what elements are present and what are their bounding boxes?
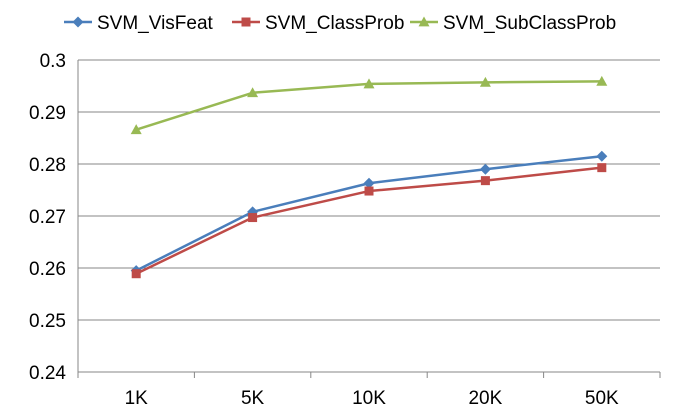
data-point	[479, 163, 491, 175]
x-tick-label: 20K	[468, 388, 502, 409]
x-tick-label: 10K	[352, 388, 386, 409]
data-point	[479, 76, 491, 87]
legend-label: SVM_ClassProb	[265, 13, 404, 34]
x-tick-label: 5K	[241, 388, 265, 409]
legend-item: SVM_SubClassProb	[410, 13, 616, 34]
legend-item: SVM_ClassProb	[232, 13, 404, 34]
legend-swatch-marker	[72, 16, 84, 28]
y-tick-label: 0.24	[29, 363, 66, 384]
data-point	[363, 177, 375, 189]
data-point	[597, 163, 607, 173]
data-point	[364, 186, 374, 196]
y-tick-label: 0.27	[29, 207, 66, 228]
data-point	[247, 87, 259, 98]
y-tick-label: 0.28	[29, 155, 66, 176]
legend-item: SVM_VisFeat	[64, 13, 214, 34]
legend-label: SVM_SubClassProb	[443, 13, 616, 34]
y-tick-labels: 0.24 0.25 0.26 0.27 0.28 0.29 0.3	[29, 51, 66, 384]
series-group	[130, 75, 608, 279]
legend: SVM_VisFeat SVM_ClassProb SVM_SubClassProb	[64, 13, 616, 34]
series-0	[130, 150, 608, 277]
data-point	[131, 269, 141, 279]
series-2	[130, 75, 608, 135]
legend-swatch-marker	[418, 16, 430, 27]
data-point	[130, 124, 142, 135]
series-1	[131, 163, 607, 279]
x-tick-labels: 1K 5K 10K 20K 50K	[125, 388, 619, 409]
series-line	[135, 80, 602, 131]
x-tick-label: 1K	[125, 388, 149, 409]
legend-swatch-marker	[241, 17, 251, 27]
data-point	[596, 75, 608, 86]
y-tick-label: 0.26	[29, 259, 66, 280]
data-point	[596, 150, 608, 162]
y-tick-label: 0.25	[29, 311, 66, 332]
series-line	[135, 154, 602, 272]
gridlines	[78, 59, 660, 321]
x-tick-label: 50K	[585, 388, 619, 409]
legend-label: SVM_VisFeat	[97, 13, 214, 34]
y-tick-label: 0.29	[29, 103, 66, 124]
data-point	[480, 176, 490, 186]
data-point	[248, 213, 258, 223]
axes	[77, 60, 661, 378]
y-tick-label: 0.3	[40, 51, 66, 72]
data-point	[363, 78, 375, 89]
